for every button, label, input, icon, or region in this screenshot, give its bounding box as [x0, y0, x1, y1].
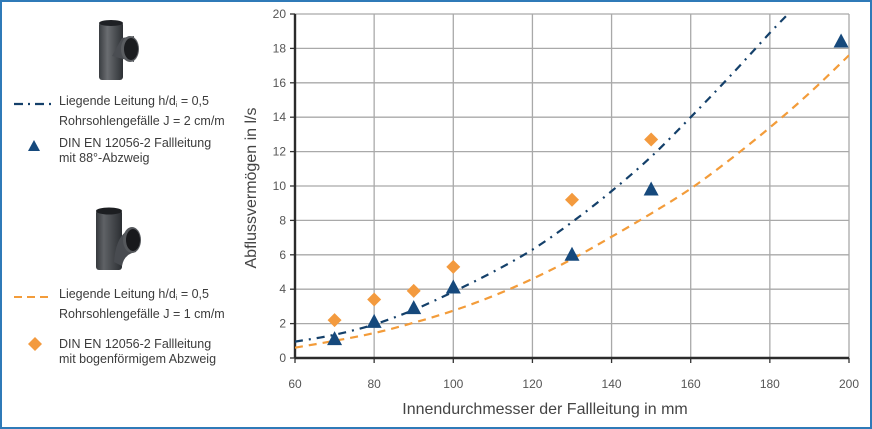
- x-axis-title: Innendurchmesser der Fallleitung in mm: [402, 401, 687, 418]
- legend-item-blue-triangles: DIN EN 12056-2 Fallleitung mit 88°-Abzwe…: [59, 136, 211, 165]
- legend-item-orange-diamonds: DIN EN 12056-2 Fallleitung mit bogenförm…: [59, 337, 216, 366]
- y-tick-label: 2: [279, 317, 286, 331]
- legend-diamond-icon: [28, 337, 42, 351]
- legend-item-orange-curve: Liegende Leitung h/di = 0,5 Rohrsohlenge…: [59, 287, 225, 321]
- data-series: [295, 14, 849, 349]
- y-tick-label: 20: [273, 7, 287, 21]
- triangle-marker: [564, 246, 580, 261]
- legend-triangle-icon: [28, 140, 40, 151]
- subscript: i: [175, 295, 178, 302]
- legend-label: mit bogenförmigem Abzweig: [59, 351, 217, 366]
- legend-dash-dot-line-icon: [14, 102, 52, 106]
- y-tick-label: 10: [273, 179, 287, 193]
- legend-label: DIN EN 12056-2 Fallleitung: [59, 136, 212, 150]
- triangle-marker: [833, 33, 849, 48]
- legend-label: mit 88°-Abzweig: [59, 150, 150, 165]
- triangle-marker: [445, 279, 461, 294]
- x-tick-label: 60: [288, 377, 302, 391]
- diamond-marker: [446, 259, 461, 274]
- axes: [290, 13, 850, 363]
- y-tick-label: 12: [273, 145, 287, 159]
- y-tick-label: 8: [279, 213, 286, 227]
- legend-item-blue-curve: Liegende Leitung h/di = 0,5 Rohrsohlenge…: [59, 94, 225, 128]
- legend-dashed-line-icon: [14, 296, 52, 298]
- triangle-marker: [366, 313, 382, 328]
- tick-labels: 0 2 4 6 8 10 12 14 16 18 20 60 80 100 120 140 160 180 200: [273, 7, 860, 391]
- x-tick-label: 160: [681, 377, 701, 391]
- y-tick-label: 6: [279, 248, 286, 262]
- y-tick-label: 18: [273, 41, 287, 55]
- diamond-marker: [406, 283, 421, 298]
- x-tick-label: 200: [839, 377, 859, 391]
- curve-j2-dash-dot: [295, 14, 789, 343]
- legend-label: Liegende Leitung h/d: [59, 94, 176, 108]
- x-tick-label: 80: [367, 377, 381, 391]
- legend-label: = 0,5: [177, 94, 209, 108]
- legend-label: DIN EN 12056-2 Fallleitung: [59, 337, 212, 351]
- diamond-marker: [644, 132, 659, 147]
- subscript: i: [175, 102, 178, 109]
- y-tick-label: 4: [279, 282, 286, 296]
- x-tick-label: 180: [760, 377, 780, 391]
- triangle-marker: [327, 331, 343, 346]
- y-tick-label: 14: [273, 110, 287, 124]
- x-tick-label: 100: [443, 377, 463, 391]
- legend-label: Liegende Leitung h/d: [59, 287, 176, 301]
- y-tick-label: 0: [279, 351, 286, 365]
- y-tick-label: 16: [273, 76, 287, 90]
- x-tick-label: 120: [522, 377, 542, 391]
- y-axis-title: Abflussvermögen in l/s: [243, 108, 260, 269]
- x-tick-label: 140: [602, 377, 622, 391]
- diamond-marker: [327, 313, 342, 328]
- grid-lines: [294, 13, 850, 359]
- triangle-marker: [406, 300, 422, 315]
- t-pipe-curved-branch-icon: [96, 207, 141, 270]
- legend-label: Rohrsohlengefälle J = 1 cm/m: [59, 306, 225, 321]
- legend-label: = 0,5: [177, 287, 209, 301]
- diamond-marker: [565, 192, 579, 207]
- triangle-marker: [643, 181, 659, 196]
- legend-label: Rohrsohlengefälle J = 2 cm/m: [59, 113, 225, 128]
- diamond-marker: [367, 292, 382, 307]
- t-pipe-88-degree-icon: [99, 20, 139, 80]
